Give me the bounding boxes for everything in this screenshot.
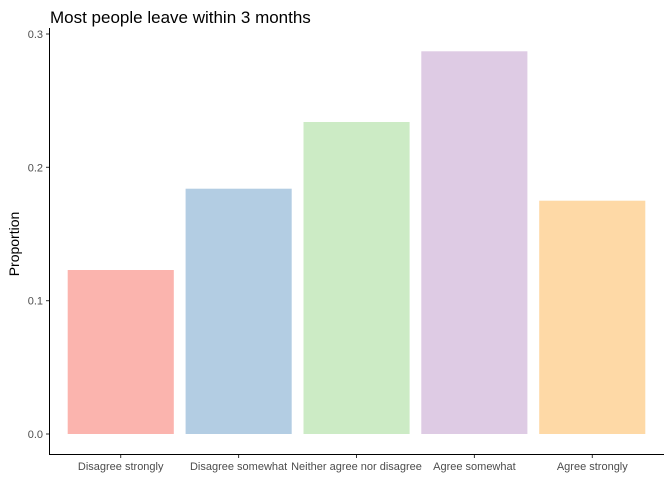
x-ticks-group: Disagree strongly Disagree somewhat Neithe… (78, 454, 628, 473)
bar-neither-agree-nor-disagree (303, 122, 410, 434)
x-tick-label: Neither agree nor disagree (291, 461, 422, 473)
x-tick-label: Disagree strongly (78, 461, 164, 473)
bars-group (67, 51, 646, 435)
x-tick-label: Agree somewhat (433, 461, 516, 473)
bar-disagree-somewhat (185, 188, 292, 434)
y-tick-label: 0.1 (28, 296, 43, 308)
chart-title: Most people leave within 3 months (50, 8, 311, 27)
x-tick-label: Agree strongly (557, 461, 628, 473)
y-ticks-group: 0.0 0.1 0.2 0.3 (28, 29, 50, 441)
bar-agree-strongly (539, 200, 646, 434)
y-tick-label: 0.3 (28, 29, 43, 41)
y-tick-label: 0.0 (28, 429, 43, 441)
y-tick-label: 0.2 (28, 162, 43, 174)
y-axis-label: Proportion (6, 212, 22, 277)
x-tick-label: Disagree somewhat (190, 461, 287, 473)
bar-agree-somewhat (421, 51, 528, 435)
bar-disagree-strongly (67, 270, 174, 434)
